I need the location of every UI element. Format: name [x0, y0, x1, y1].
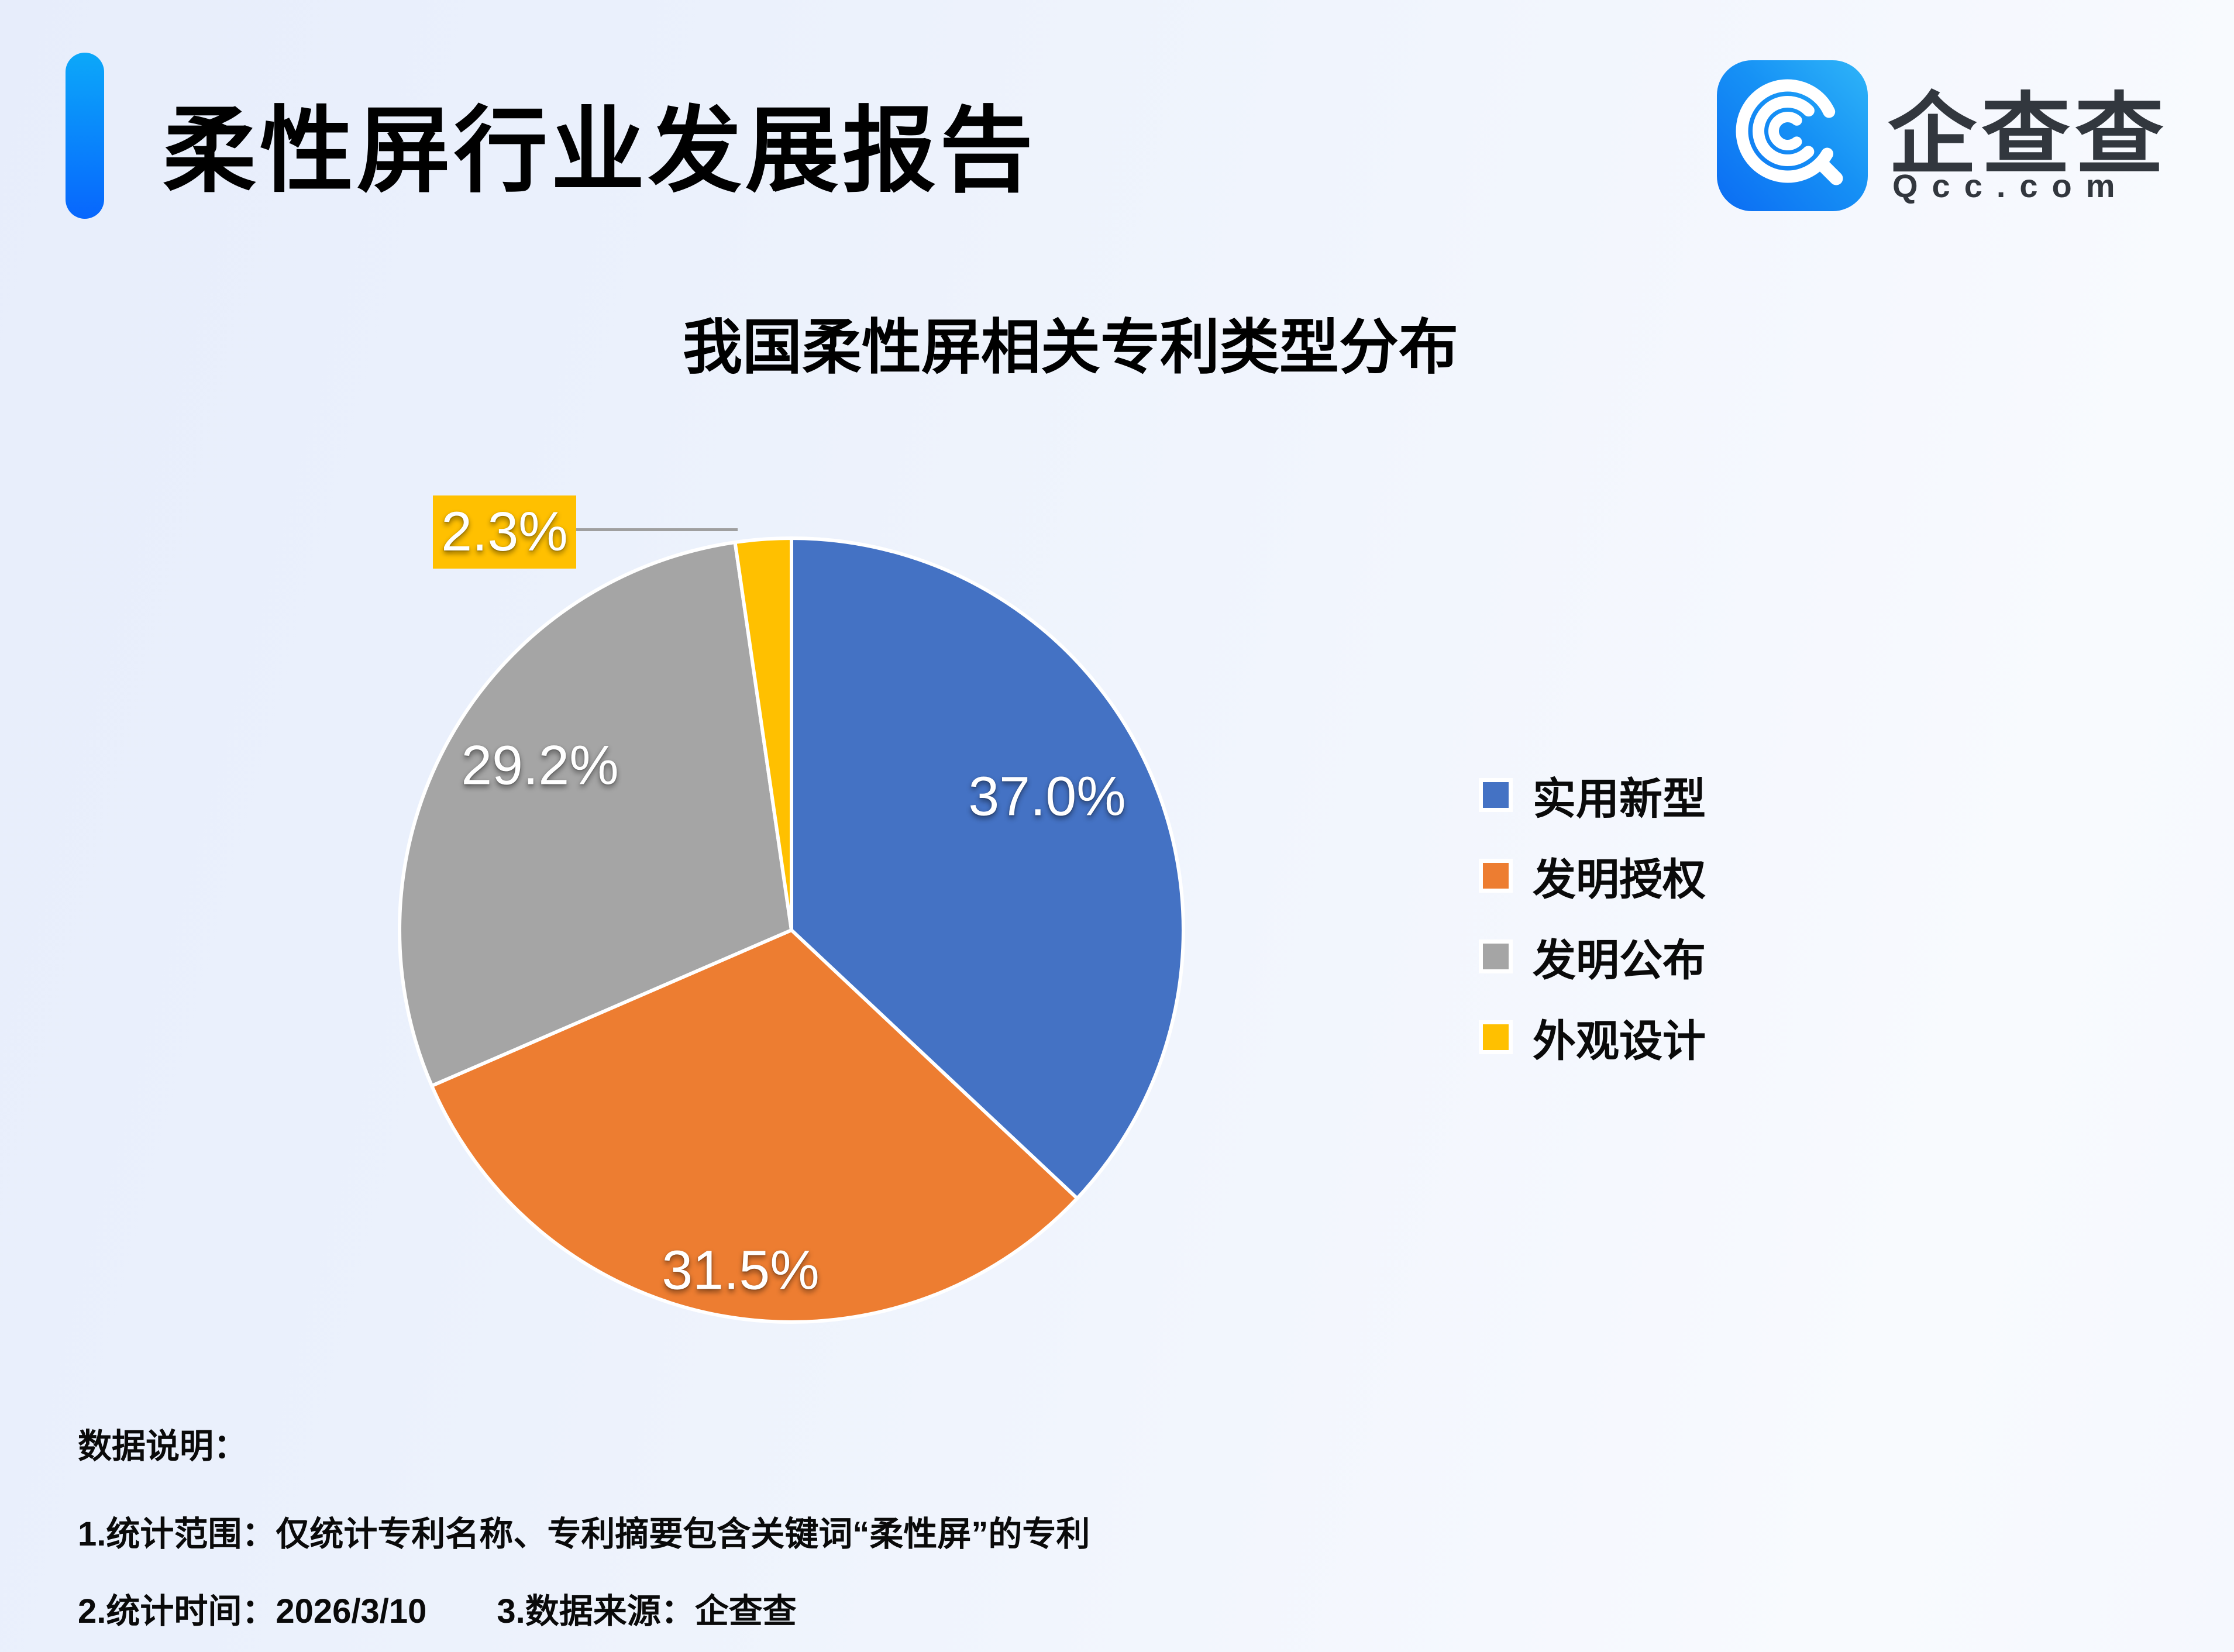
data-notes-time-source: 2.统计时间：2026/3/10 3.数据来源：企查查	[78, 1584, 797, 1633]
chart-title: 我国柔性屏相关专利类型分布	[683, 314, 1458, 381]
chart-legend: 实用新型 发明授权 发明公布 外观设计	[1479, 755, 1706, 1078]
legend-swatch-blue-icon	[1479, 778, 1513, 812]
legend-item-utility-model: 实用新型	[1479, 755, 1706, 835]
logo-brand-text: 企查查	[1888, 85, 2168, 185]
logo-domain-text: Qcc.com	[1892, 167, 2129, 204]
qcc-logo: 企查查 Qcc.com	[1717, 60, 2164, 212]
pie-callout-design: 2.3%	[433, 495, 576, 569]
legend-item-invention-publication: 发明公布	[1479, 916, 1706, 997]
callout-leader-line	[576, 528, 738, 531]
pie-label-invention-grant: 31.5%	[662, 1239, 820, 1302]
data-notes-time: 2.统计时间：2026/3/10	[78, 1592, 427, 1630]
legend-swatch-gray-icon	[1479, 939, 1513, 973]
pie-slice-3	[733, 536, 793, 932]
pie-slice-0	[790, 536, 1185, 1200]
pie-slice-1	[430, 928, 1079, 1324]
data-notes-scope: 1.统计范围：仅统计专利名称、专利摘要包含关键词“柔性屏”的专利	[78, 1515, 1090, 1553]
page-title: 柔性屏行业发展报告	[163, 98, 1037, 203]
pie-chart	[398, 536, 1185, 1324]
qcc-magnifier-icon	[1717, 60, 1868, 211]
pie-label-utility-model: 37.0%	[968, 765, 1126, 828]
legend-label: 实用新型	[1533, 774, 1706, 823]
pie-label-invention-publication: 29.2%	[461, 734, 619, 797]
pie-slice-2	[398, 541, 793, 1088]
legend-label: 外观设计	[1533, 1016, 1706, 1065]
legend-label: 发明公布	[1533, 935, 1706, 985]
pie-label-design: 2.3%	[441, 501, 568, 563]
legend-swatch-yellow-icon	[1479, 1020, 1513, 1054]
legend-swatch-orange-icon	[1479, 859, 1513, 893]
data-notes-heading: 数据说明：	[78, 1427, 248, 1465]
data-notes-source: 3.数据来源：企查查	[497, 1592, 797, 1630]
title-accent-bar	[66, 53, 104, 219]
legend-item-invention-grant: 发明授权	[1479, 835, 1706, 916]
legend-label: 发明授权	[1533, 855, 1706, 904]
legend-item-design: 外观设计	[1479, 997, 1706, 1078]
